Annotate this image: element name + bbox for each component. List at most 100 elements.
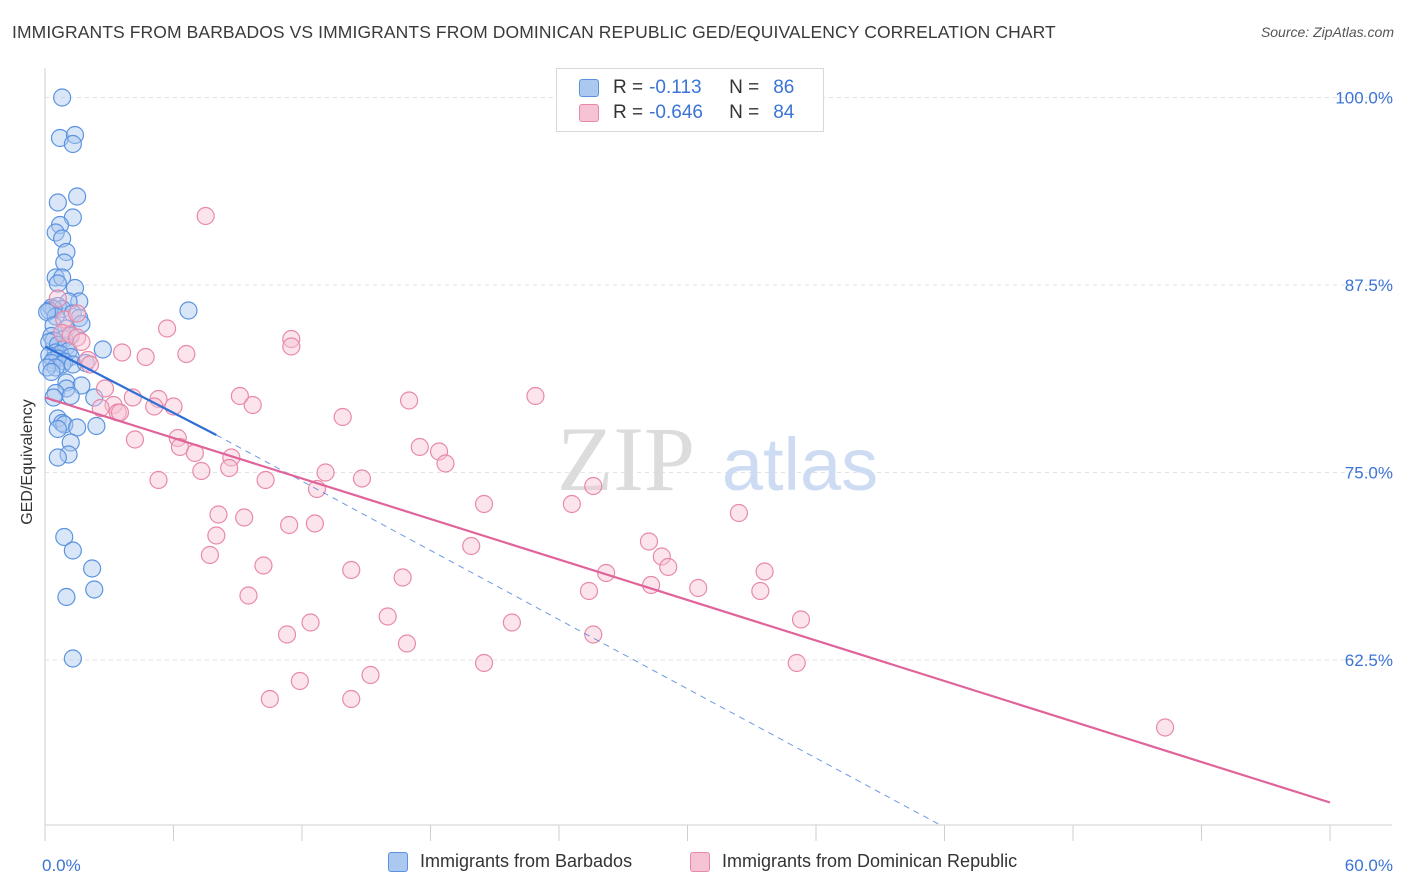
legend-label-barbados: Immigrants from Barbados [420,851,633,871]
data-point [59,445,78,464]
data-point [220,458,239,478]
data-point [209,505,228,524]
data-point [436,454,455,473]
data-point [200,545,220,565]
data-point [474,653,494,673]
data-point [42,362,61,382]
data-point [305,514,324,533]
data-point [125,430,145,449]
data-point [55,253,74,272]
data-point [378,607,397,626]
legend-n-value: 84 [773,102,795,123]
data-point [68,304,87,323]
data-point [87,416,106,436]
data-point [474,494,494,514]
data-point [399,391,419,410]
data-point [63,649,82,668]
data-point [207,526,226,545]
data-point [196,206,215,226]
legend-label-dominican: Immigrants from Dominican Republic [722,851,1018,871]
trend-line [44,345,217,436]
data-point [61,386,80,406]
x-tick-label: 0.0% [42,856,81,875]
data-point [333,407,352,427]
trend-line [216,434,941,826]
data-point [192,461,211,481]
legend-r-label: R = [613,102,644,123]
legend-n-label: N = [729,102,760,123]
data-point [260,689,279,709]
data-point [72,332,91,352]
data-point [68,418,87,437]
data-point [48,448,67,467]
data-point [277,625,297,644]
trend-line [44,396,1331,804]
data-point [239,586,258,605]
data-point [584,476,603,496]
data-point [85,580,104,599]
data-point [342,689,361,709]
data-point [791,610,811,629]
data-point [342,560,361,580]
data-point [755,562,774,581]
data-point [352,469,372,488]
y-axis-label: GED/Equivalency [19,399,36,524]
tick-labels: 62.5% 75.0% 87.5% 100.0% 0.0% 60.0% [42,89,1393,876]
data-point [48,419,67,439]
chart-title: IMMIGRANTS FROM BARBADOS VS IMMIGRANTS F… [12,22,1056,42]
data-point [83,559,102,578]
data-point [584,625,603,644]
data-point [136,347,155,367]
legend-item-barbados: Immigrants from Barbados [388,851,632,872]
data-point [230,386,249,406]
data-point [157,319,177,338]
legend-r-value: -0.646 [649,102,703,123]
x-tick-label: 60.0% [1345,856,1393,875]
source-label: Source: ZipAtlas.com [1260,24,1394,40]
data-point [787,653,806,673]
data-point [93,340,112,359]
legend-item-dominican: Immigrants from Dominican Republic [690,851,1017,872]
data-point [48,274,67,293]
data-point [243,395,262,415]
data-point [689,578,708,598]
legend-row-dominican: R = -0.646 N = 84 [579,101,794,125]
data-point [301,613,320,632]
data-point [179,301,198,320]
data-point [95,379,115,398]
data-point [361,665,380,685]
data-point [729,503,749,523]
legend-swatch-pink [579,104,599,122]
stats-legend: R = -0.113 N = 86 R = -0.646 N = 84 [556,68,824,132]
watermark: ZIP atlas [557,408,878,510]
gridlines [45,97,1392,661]
data-point [63,541,82,560]
data-point [659,557,678,577]
trend-lines [44,345,1331,826]
legend-r-value: -0.113 [649,77,702,98]
data-point [562,494,581,514]
data-point [91,398,110,418]
data-point [68,187,87,206]
data-point [63,134,82,154]
legend-r-label: R = [613,77,644,98]
data-point [526,386,545,406]
data-point [55,527,74,547]
data-point [177,344,196,364]
series-legend: Immigrants from Barbados Immigrants from… [0,851,1406,877]
data-point [397,634,417,653]
legend-swatch-blue [388,851,408,872]
y-tick-label: 62.5% [1345,651,1393,670]
data-point [410,437,429,457]
data-point [502,613,521,632]
legend-n-label: N = [729,77,760,98]
data-point [316,463,335,482]
data-point [149,470,168,490]
data-point [280,515,299,535]
data-point [393,568,412,587]
data-point [652,547,671,566]
data-point [254,556,273,575]
data-point [579,581,599,601]
data-point [639,532,659,551]
legend-swatch-blue [579,79,599,97]
